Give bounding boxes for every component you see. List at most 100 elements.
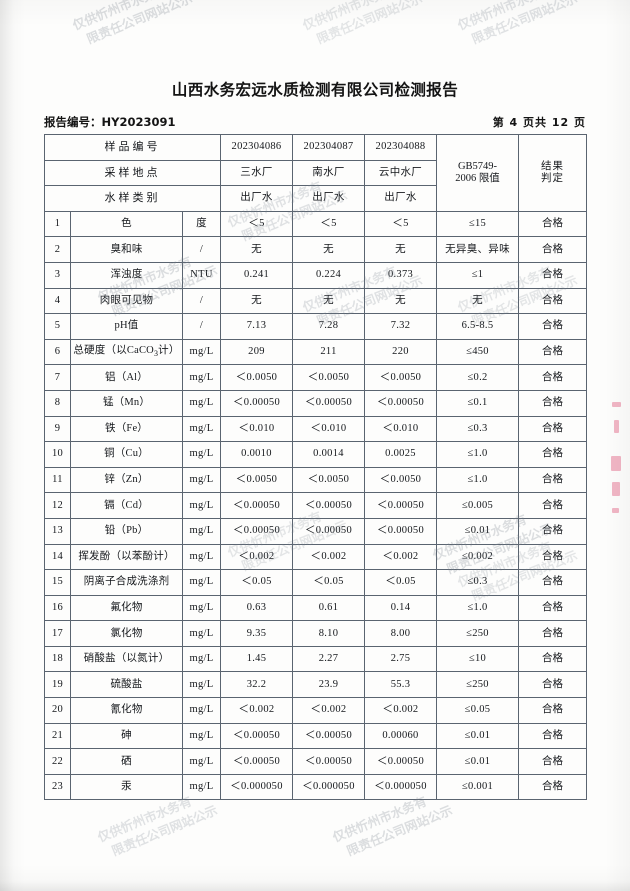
row-unit: mg/L	[182, 389, 221, 417]
row-number: 1	[44, 210, 71, 238]
row-value-sample-1: ＜0.00050	[220, 722, 293, 750]
row-verdict: 合格	[518, 287, 587, 315]
row-number: 18	[44, 645, 71, 673]
row-value-sample-2: ＜0.002	[292, 543, 365, 571]
header-sample-cell: 云中水厂	[364, 159, 437, 187]
row-value-sample-3: 0.00060	[364, 722, 437, 750]
row-value-sample-3: 无	[364, 236, 437, 263]
row-item-name: 铁（Fe）	[70, 415, 183, 443]
header-label: 水样类别	[44, 185, 221, 212]
table-row: 21 砷 mg/L ＜0.00050 ＜0.00050 0.00060 ≤0.01 合格	[44, 722, 587, 750]
row-verdict: 合格	[518, 594, 587, 622]
row-verdict: 合格	[518, 620, 587, 647]
row-item-name: 肉眼可见物	[70, 287, 183, 315]
row-verdict: 合格	[518, 492, 587, 519]
row-verdict: 合格	[518, 569, 587, 596]
row-value-sample-3: 7.32	[364, 313, 437, 340]
row-item-name: 汞	[70, 773, 183, 801]
row-value-sample-2: 7.28	[292, 313, 365, 340]
row-unit: mg/L	[182, 338, 221, 366]
row-unit: /	[182, 287, 221, 315]
row-standard-limit: ≤0.3	[436, 415, 519, 443]
table-row: 13 铅（Pb） mg/L ＜0.00050 ＜0.00050 ＜0.00050 ≤0.01…	[44, 517, 587, 545]
table-row: 7 铝（Al） mg/L ＜0.0050 ＜0.0050 ＜0.0050 ≤0.2 合格	[44, 364, 587, 391]
row-standard-limit: 6.5-8.5	[436, 313, 519, 340]
row-value-sample-2: 211	[292, 338, 365, 366]
row-value-sample-1: 9.35	[220, 620, 293, 647]
row-number: 8	[44, 389, 71, 417]
row-value-sample-2: ＜5	[292, 210, 365, 238]
row-unit: /	[182, 313, 221, 340]
row-number: 20	[44, 697, 71, 724]
row-unit: mg/L	[182, 364, 221, 391]
row-item-name: 色	[70, 210, 183, 238]
row-standard-limit: ≤0.05	[436, 697, 519, 724]
row-value-sample-2: ＜0.00050	[292, 389, 365, 417]
row-unit: mg/L	[182, 517, 221, 545]
row-item-name: 硒	[70, 748, 183, 775]
row-standard-limit: ≤0.002	[436, 543, 519, 571]
row-standard-limit: ≤0.01	[436, 517, 519, 545]
row-value-sample-3: 2.75	[364, 645, 437, 673]
row-value-sample-3: ＜0.010	[364, 415, 437, 443]
row-verdict: 合格	[518, 773, 587, 801]
row-item-name: 氟化物	[70, 594, 183, 622]
row-value-sample-2: 2.27	[292, 645, 365, 673]
report-meta: 报告编号：HY2023091 第 4 页共 12 页	[44, 114, 586, 130]
row-number: 11	[44, 466, 71, 494]
row-value-sample-2: ＜0.00050	[292, 492, 365, 519]
row-standard-limit: ≤1.0	[436, 441, 519, 468]
row-number: 19	[44, 671, 71, 699]
row-verdict: 合格	[518, 517, 587, 545]
row-number: 17	[44, 620, 71, 647]
row-value-sample-3: ＜0.002	[364, 697, 437, 724]
row-value-sample-2: ＜0.00050	[292, 517, 365, 545]
table-row: 8 锰（Mn） mg/L ＜0.00050 ＜0.00050 ＜0.00050 ≤0.1 合格	[44, 389, 587, 417]
row-unit: mg/L	[182, 543, 221, 571]
row-value-sample-1: 0.241	[220, 261, 293, 289]
header-label: 采样地点	[44, 159, 221, 187]
row-standard-limit: ≤250	[436, 671, 519, 699]
row-standard-limit: ≤0.005	[436, 492, 519, 519]
row-standard-limit: ≤450	[436, 338, 519, 366]
row-value-sample-2: 0.61	[292, 594, 365, 622]
row-number: 6	[44, 338, 71, 366]
table-row: 9 铁（Fe） mg/L ＜0.010 ＜0.010 ＜0.010 ≤0.3 合格	[44, 415, 587, 443]
row-standard-limit: ≤250	[436, 620, 519, 647]
row-verdict: 合格	[518, 671, 587, 699]
header-sample-cell: 南水厂	[292, 159, 365, 187]
row-verdict: 合格	[518, 748, 587, 775]
row-value-sample-1: 无	[220, 287, 293, 315]
table-row: 5 pH值/7.13 7.28 7.32 6.5-8.5 合格	[44, 313, 587, 340]
table-row: 18 硝酸盐（以氮计） mg/L 1.45 2.27 2.75 ≤10 合格	[44, 645, 587, 673]
row-value-sample-1: ＜0.002	[220, 697, 293, 724]
row-number: 23	[44, 773, 71, 801]
row-verdict: 合格	[518, 466, 587, 494]
row-item-name: 阴离子合成洗涤剂	[70, 569, 183, 596]
row-standard-limit: ≤1.0	[436, 466, 519, 494]
table-row: 3 浑浊度 NTU 0.241 0.224 0.373 ≤1 合格	[44, 261, 587, 289]
row-number: 14	[44, 543, 71, 571]
row-value-sample-1: 0.0010	[220, 441, 293, 468]
row-value-sample-3: 220	[364, 338, 437, 366]
row-item-name: 锌（Zn）	[70, 466, 183, 494]
row-number: 9	[44, 415, 71, 443]
row-item-name: 铅（Pb）	[70, 517, 183, 545]
row-value-sample-1: ＜5	[220, 210, 293, 238]
row-standard-limit: 无异臭、异味	[436, 236, 519, 263]
row-value-sample-1: 1.45	[220, 645, 293, 673]
row-item-name: 铝（Al）	[70, 364, 183, 391]
standard-line-1: GB5749-	[457, 160, 498, 172]
row-verdict: 合格	[518, 389, 587, 417]
row-value-sample-1: ＜0.05	[220, 569, 293, 596]
row-unit: mg/L	[182, 645, 221, 673]
row-value-sample-3: ＜0.00050	[364, 748, 437, 775]
table-row: 16 氟化物 mg/L 0.63 0.61 0.14 ≤1.0 合格	[44, 594, 587, 622]
table-row: 6 总硬度（以CaCO3计） mg/L 209 211 220 ≤450 合格	[44, 338, 587, 366]
row-value-sample-1: ＜0.000050	[220, 773, 293, 801]
row-number: 21	[44, 722, 71, 750]
row-value-sample-1: ＜0.00050	[220, 492, 293, 519]
row-item-name: 挥发酚（以苯酚计）	[70, 543, 183, 571]
table-header-row: 采样地点 三水厂 南水厂 云中水厂	[44, 159, 587, 187]
row-item-name: pH值	[70, 313, 183, 340]
